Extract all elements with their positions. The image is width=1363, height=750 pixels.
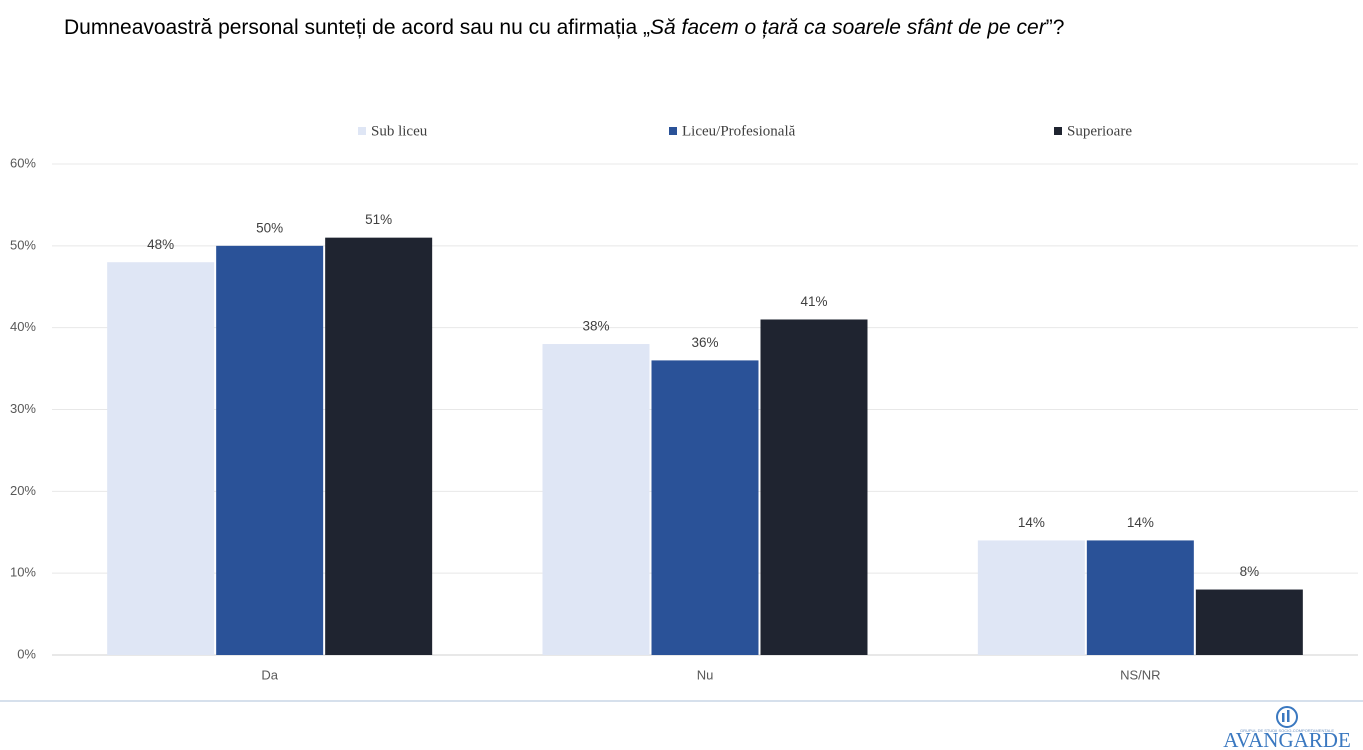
x-tick-label: NS/NR xyxy=(1120,667,1160,682)
legend-label: Liceu/Profesională xyxy=(682,123,796,139)
bar xyxy=(325,237,433,655)
legend-swatch xyxy=(1054,127,1062,135)
bar xyxy=(542,344,650,655)
bar xyxy=(1086,540,1194,655)
legend-swatch xyxy=(669,127,677,135)
bar xyxy=(1195,589,1303,655)
value-label: 50% xyxy=(256,220,283,235)
bar xyxy=(107,262,215,655)
value-label: 38% xyxy=(582,319,609,334)
logo: GRUPUL DE STUDII SOCIO-COMPORTAMENTALE A… xyxy=(1223,706,1351,750)
logo-icon xyxy=(1287,710,1290,722)
value-label: 41% xyxy=(800,294,827,309)
y-tick-label: 30% xyxy=(10,401,36,416)
chart-title: Dumneavoastră personal sunteți de acord … xyxy=(64,16,1064,39)
title-quote: Să facem o țară ca soarele sfânt de pe c… xyxy=(650,16,1047,39)
x-tick-label: Da xyxy=(261,667,278,682)
logo-name: AVANGARDE xyxy=(1223,728,1351,750)
title-part: ”? xyxy=(1046,16,1065,39)
value-label: 48% xyxy=(147,237,174,252)
logo-icon xyxy=(1282,713,1285,722)
bar xyxy=(651,360,759,655)
y-tick-label: 50% xyxy=(10,237,36,252)
value-label: 36% xyxy=(691,335,718,350)
logo-icon xyxy=(1276,706,1298,728)
y-tick-label: 0% xyxy=(17,646,36,661)
bar xyxy=(216,245,324,656)
title-part: Dumneavoastră personal sunteți de acord … xyxy=(64,16,650,39)
y-tick-label: 10% xyxy=(10,565,36,580)
value-label: 8% xyxy=(1240,564,1260,579)
legend-label: Superioare xyxy=(1067,123,1132,139)
value-label: 14% xyxy=(1018,515,1045,530)
bar xyxy=(977,540,1085,655)
y-tick-label: 60% xyxy=(10,155,36,170)
bar xyxy=(760,319,868,655)
value-label: 14% xyxy=(1127,515,1154,530)
legend-label: Sub liceu xyxy=(371,123,428,139)
y-tick-label: 20% xyxy=(10,483,36,498)
logo-tagline: GRUPUL DE STUDII SOCIO-COMPORTAMENTALE xyxy=(1240,728,1334,733)
legend-swatch xyxy=(358,127,366,135)
y-tick-label: 40% xyxy=(10,319,36,334)
value-label: 51% xyxy=(365,212,392,227)
x-tick-label: Nu xyxy=(697,667,714,682)
